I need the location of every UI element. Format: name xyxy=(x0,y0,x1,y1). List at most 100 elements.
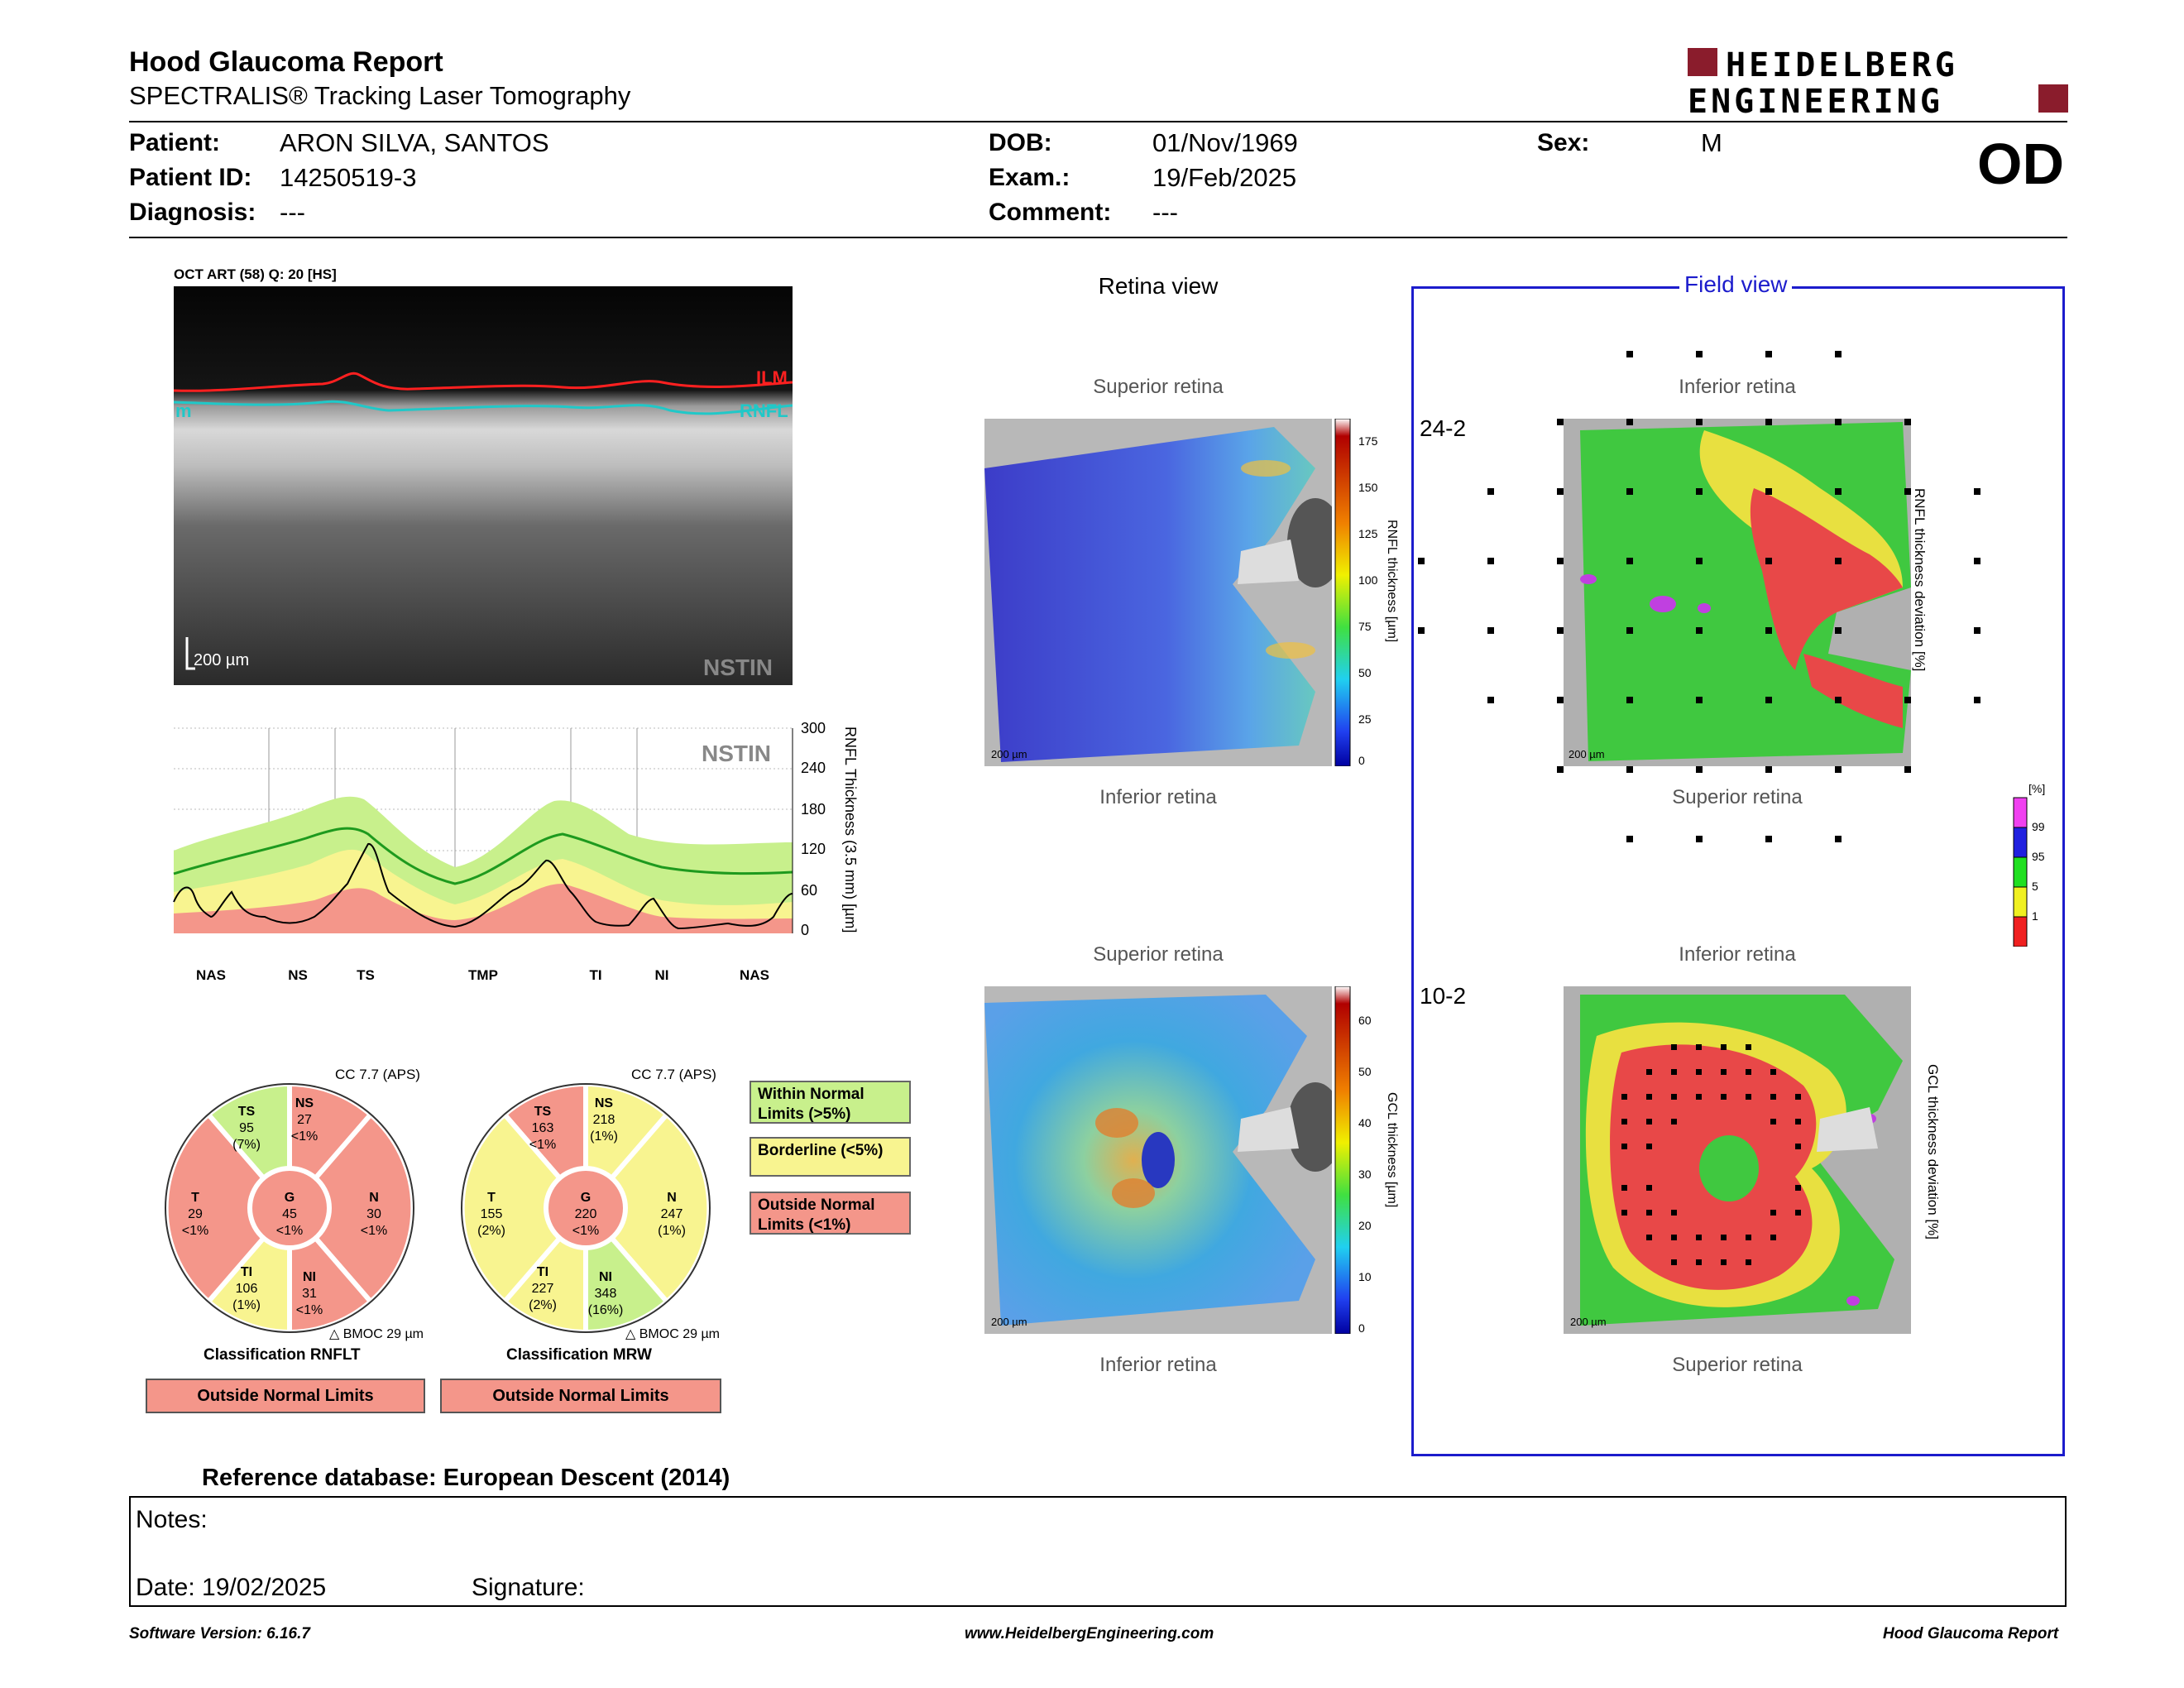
oct-caption: OCT ART (58) Q: 20 [HS] xyxy=(174,266,337,282)
comment-label: Comment: xyxy=(989,199,1112,226)
svg-text:27: 27 xyxy=(297,1113,312,1127)
mrw-bmoc: △ BMOC 29 µm xyxy=(625,1327,720,1341)
website-link[interactable]: www.HeidelbergEngineering.com xyxy=(965,1625,1214,1642)
svg-text:50: 50 xyxy=(1358,666,1372,679)
gcl-map-scale: 200 µm xyxy=(991,1316,1027,1328)
rnfl-label: RNFL xyxy=(740,400,788,421)
profile-ylabel: RNFL Thickness (3.5 mm) [µm] xyxy=(842,727,859,933)
svg-text:100: 100 xyxy=(1358,573,1378,587)
svg-text:(2%): (2%) xyxy=(529,1298,557,1312)
svg-text:<1%: <1% xyxy=(182,1224,208,1238)
svg-text:106: 106 xyxy=(236,1282,258,1296)
notes-label: Notes: xyxy=(136,1506,208,1533)
svg-text:(16%): (16%) xyxy=(588,1303,624,1317)
exam-value: 19/Feb/2025 xyxy=(1152,163,1297,192)
svg-text:G: G xyxy=(581,1191,591,1205)
svg-text:1: 1 xyxy=(2032,909,2038,923)
oct-left-tag: m xyxy=(175,400,192,421)
field24-scale: 200 µm xyxy=(1569,748,1605,760)
svg-text:175: 175 xyxy=(1358,434,1378,448)
svg-text:<1%: <1% xyxy=(276,1224,303,1238)
oct-bscan: ILM RNFL m 200 µm NSTIN xyxy=(174,286,793,685)
svg-text:<1%: <1% xyxy=(291,1129,318,1144)
svg-text:T: T xyxy=(487,1191,496,1205)
svg-text:(2%): (2%) xyxy=(477,1224,505,1238)
svg-text:30: 30 xyxy=(1358,1168,1372,1181)
svg-text:60: 60 xyxy=(1358,1014,1372,1027)
svg-text:20: 20 xyxy=(1358,1219,1372,1232)
svg-text:25: 25 xyxy=(1358,712,1372,726)
svg-text:N: N xyxy=(369,1191,379,1205)
retina-top-superior: Superior retina xyxy=(1093,376,1224,398)
svg-text:NI: NI xyxy=(303,1270,316,1284)
retina-bottom-inferior: Inferior retina xyxy=(1099,1354,1217,1376)
svg-text:30: 30 xyxy=(366,1207,381,1221)
sector-ts: TS xyxy=(357,967,375,983)
field-bottom-superior: Superior retina xyxy=(1672,1354,1803,1376)
svg-text:(1%): (1%) xyxy=(658,1224,686,1238)
mrw-sector-g xyxy=(544,1166,628,1250)
svg-text:NS: NS xyxy=(595,1096,614,1110)
exam-label: Exam.: xyxy=(989,164,1070,191)
svg-text:163: 163 xyxy=(532,1121,554,1135)
reference-database: Reference database: European Descent (20… xyxy=(202,1465,730,1491)
svg-text:0: 0 xyxy=(1358,754,1365,766)
svg-text:45: 45 xyxy=(282,1207,297,1221)
retina-bottom-superior: Superior retina xyxy=(1093,943,1224,966)
notes-box[interactable] xyxy=(129,1496,2067,1607)
diagnosis-value: --- xyxy=(280,198,305,227)
rnflt-bmoc: △ BMOC 29 µm xyxy=(329,1327,424,1341)
ytick-240: 240 xyxy=(801,760,826,776)
ytick-0: 0 xyxy=(801,922,809,938)
rnfl-map-scale: 200 µm xyxy=(991,748,1027,760)
svg-text:NI: NI xyxy=(599,1270,612,1284)
mrw-result-badge: Outside Normal Limits xyxy=(440,1379,721,1413)
svg-text:125: 125 xyxy=(1358,527,1378,540)
ytick-180: 180 xyxy=(801,801,826,818)
patient-label: Patient: xyxy=(129,129,221,156)
oct-nstin: NSTIN xyxy=(703,655,773,680)
svg-text:N: N xyxy=(667,1191,677,1205)
ytick-60: 60 xyxy=(801,882,817,899)
sector-ni: NI xyxy=(655,967,669,983)
gcl-thickness-map: 200 µm xyxy=(984,986,1332,1334)
sex-label: Sex: xyxy=(1537,129,1590,156)
svg-text:218: 218 xyxy=(593,1113,615,1127)
signature-label: Signature: xyxy=(472,1574,585,1601)
rnfl-thickness-colorbar: 175 150 125 100 75 50 25 0 RNFL thicknes… xyxy=(1334,419,1399,766)
pct-unit: [%] xyxy=(2028,782,2045,795)
rnfl-colorbar-label: RNFL thickness [µm] xyxy=(1385,520,1399,642)
report-subtitle: SPECTRALIS® Tracking Laser Tomography xyxy=(129,81,631,110)
svg-text:155: 155 xyxy=(481,1207,503,1221)
label-10-2: 10-2 xyxy=(1420,983,1467,1009)
patient-id-label: Patient ID: xyxy=(129,164,252,191)
svg-text:T: T xyxy=(191,1191,199,1205)
svg-text:247: 247 xyxy=(661,1207,683,1221)
svg-text:G: G xyxy=(285,1191,295,1205)
gcl-deviation-map-10-2: 200 µm xyxy=(1564,986,1911,1334)
rnfl-deviation-map-24-2: 200 µm xyxy=(1418,351,1980,842)
svg-text:<1%: <1% xyxy=(361,1224,387,1238)
sector-tmp: TMP xyxy=(468,967,498,983)
gcl-colorbar-label: GCL thickness [µm] xyxy=(1385,1092,1399,1207)
svg-text:75: 75 xyxy=(1358,620,1372,633)
svg-text:99: 99 xyxy=(2032,820,2045,833)
svg-text:50: 50 xyxy=(1358,1065,1372,1078)
svg-text:TS: TS xyxy=(534,1105,552,1119)
svg-text:31: 31 xyxy=(302,1287,317,1301)
rnflt-sector-g xyxy=(247,1166,332,1250)
date-label: Date: 19/02/2025 xyxy=(136,1574,327,1601)
sector-ns: NS xyxy=(288,967,308,983)
comment-value: --- xyxy=(1152,198,1178,227)
oct-scale: 200 µm xyxy=(194,651,249,669)
gcl-deviation-label: GCL thickness deviation [%] xyxy=(1925,1064,1941,1240)
field-top-inferior: Inferior retina xyxy=(1679,376,1796,398)
svg-text:(1%): (1%) xyxy=(232,1298,261,1312)
rnfl-profile-chart: NSTIN 300 240 180 120 60 0 RNFL Thicknes… xyxy=(173,720,859,983)
patient-id: 14250519-3 xyxy=(280,163,417,192)
svg-text:0: 0 xyxy=(1358,1321,1365,1334)
rnflt-sector-chart: TS 95 (7%) NS 27 <1% T 29 <1% G 45 <1% N… xyxy=(163,1081,416,1336)
field-bottom-inferior: Inferior retina xyxy=(1679,943,1796,966)
report-name-footer: Hood Glaucoma Report xyxy=(1883,1625,2059,1642)
svg-text:5: 5 xyxy=(2032,880,2038,893)
